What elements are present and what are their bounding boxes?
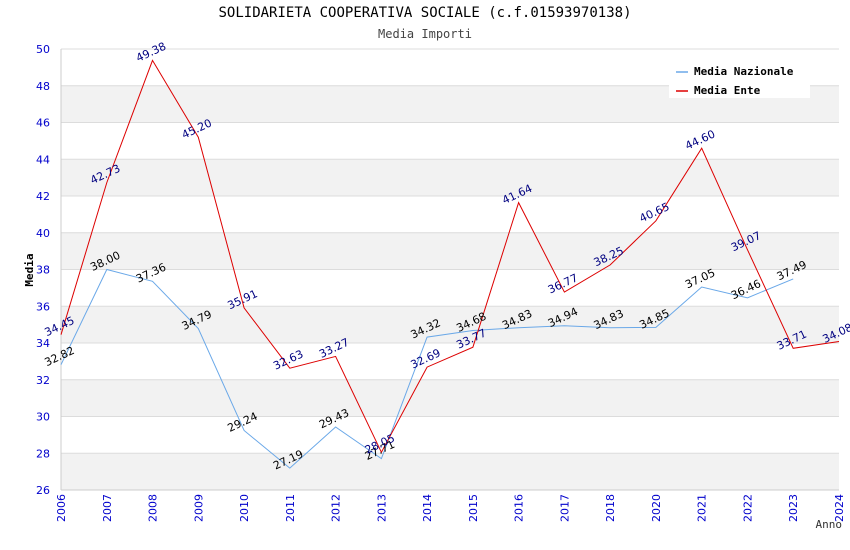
data-label: 32.69	[409, 346, 443, 371]
data-label: 37.05	[683, 266, 717, 291]
y-tick-label: 38	[36, 264, 50, 277]
chart-title: SOLIDARIETA COOPERATIVA SOCIALE (c.f.015…	[218, 5, 632, 21]
y-tick-label: 40	[36, 227, 50, 240]
y-axis-title: Media	[23, 253, 36, 286]
x-tick-label: 2016	[513, 494, 526, 522]
y-tick-label: 42	[36, 190, 50, 203]
data-label: 49.38	[134, 40, 168, 65]
y-axis-ticks: 26 28 30 32 34 36 38 40 42 44 46 48 50	[36, 43, 50, 497]
chart-subtitle: Media Importi	[378, 27, 472, 41]
x-tick-label: 2024	[833, 494, 846, 522]
x-tick-label: 2017	[558, 494, 571, 522]
grid-band	[61, 379, 839, 417]
grid-band	[61, 159, 839, 196]
x-tick-label: 2010	[238, 494, 251, 522]
data-label: 44.60	[683, 128, 717, 153]
legend-label-media-ente: Media Ente	[694, 84, 761, 97]
grid-band	[61, 306, 839, 343]
x-tick-label: 2023	[787, 494, 800, 522]
data-label: 36.46	[729, 277, 763, 302]
x-tick-label: 2006	[55, 494, 68, 522]
x-tick-label: 2020	[650, 494, 663, 522]
x-tick-label: 2013	[375, 494, 388, 522]
series-line-media-ente	[60, 59, 840, 454]
grid-band	[61, 232, 839, 270]
y-tick-label: 28	[36, 447, 50, 460]
legend: Media Nazionale Media Ente	[669, 60, 810, 98]
x-tick-label: 2007	[101, 494, 114, 522]
legend-label-media-nazionale: Media Nazionale	[694, 65, 794, 78]
y-tick-label: 32	[36, 374, 50, 387]
x-tick-label: 2022	[741, 494, 754, 522]
grid-band	[61, 453, 839, 490]
x-tick-label: 2011	[284, 494, 297, 522]
y-tick-label: 50	[36, 43, 50, 56]
series-line-media-nazionale	[60, 268, 794, 469]
y-tick-label: 44	[36, 153, 50, 166]
y-tick-label: 26	[36, 484, 50, 497]
y-tick-label: 30	[36, 411, 50, 424]
x-tick-label: 2008	[147, 494, 160, 522]
data-label: 36.77	[546, 271, 580, 296]
x-axis-title: Anno	[816, 518, 843, 531]
x-axis-ticks: 2006 2007 2008 2009 2010 2011 2012 2013 2014 2015…	[55, 494, 846, 522]
x-tick-label: 2021	[696, 494, 709, 522]
legend-box	[669, 60, 810, 98]
x-tick-label: 2018	[604, 494, 617, 522]
x-tick-label: 2015	[467, 494, 480, 522]
series-lines	[60, 59, 840, 469]
y-tick-label: 34	[36, 337, 50, 350]
y-tick-label: 48	[36, 80, 50, 93]
x-tick-label: 2009	[192, 494, 205, 522]
x-tick-label: 2012	[330, 494, 343, 522]
grid-bands	[61, 85, 839, 490]
data-label: 40.65	[637, 200, 671, 225]
y-tick-label: 46	[36, 117, 50, 130]
y-tick-label: 36	[36, 300, 50, 313]
x-tick-label: 2014	[421, 494, 434, 522]
